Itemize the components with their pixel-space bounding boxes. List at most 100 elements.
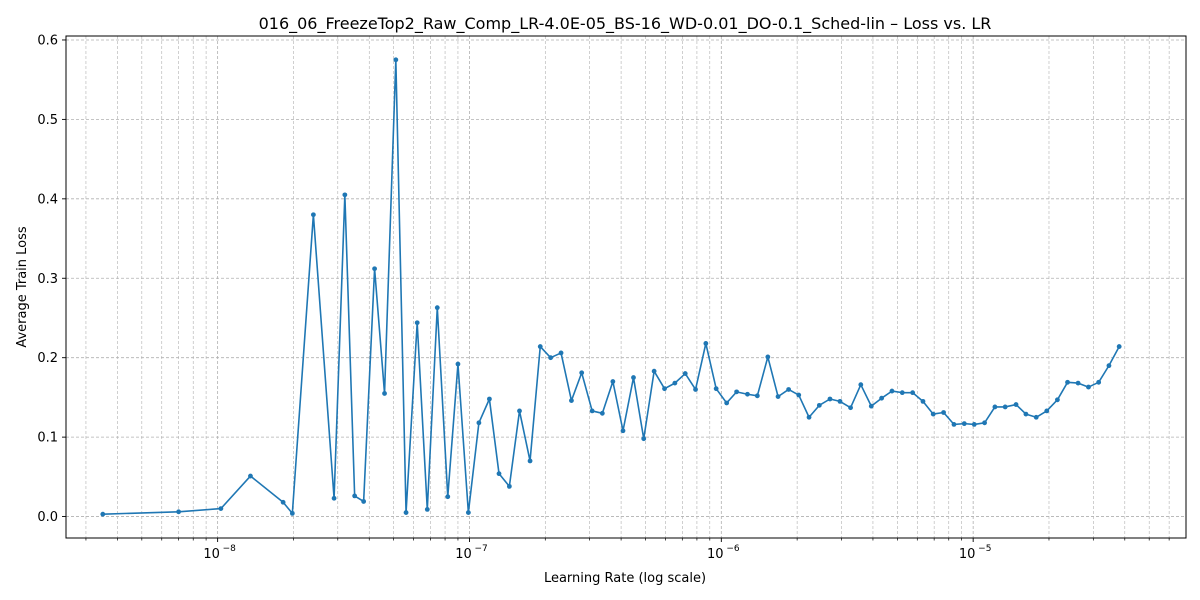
data-point <box>599 410 605 416</box>
x-tick-label: 10 <box>203 547 220 562</box>
data-point <box>558 350 564 356</box>
data-point <box>693 387 698 392</box>
series-layer <box>100 57 1122 517</box>
data-point <box>765 354 771 360</box>
data-point <box>1075 380 1081 386</box>
data-point <box>537 344 543 349</box>
data-point <box>951 422 957 427</box>
data-point <box>899 390 905 396</box>
data-point <box>382 391 387 396</box>
data-point <box>713 386 719 392</box>
data-point <box>1065 379 1070 385</box>
data-point <box>310 212 316 218</box>
data-point <box>434 305 440 311</box>
data-point <box>517 408 522 414</box>
data-point <box>548 355 554 361</box>
y-tick-label: 0.2 <box>37 351 58 366</box>
data-point <box>982 420 987 426</box>
grid <box>66 36 1186 538</box>
data-point <box>620 428 626 434</box>
data-point <box>837 398 843 404</box>
data-point <box>1033 414 1039 420</box>
data-point <box>352 493 358 499</box>
data-point <box>361 499 367 504</box>
data-point <box>920 398 926 404</box>
data-point <box>754 393 760 399</box>
data-point <box>682 371 688 376</box>
data-point <box>1096 379 1102 385</box>
data-point <box>745 391 750 397</box>
data-point <box>724 400 730 406</box>
data-point <box>1116 344 1122 349</box>
data-point <box>248 473 253 479</box>
ticks: 10 −8 10 −7 10 −6 10 −50.00.10.20.30.40.50.6 <box>37 33 1170 562</box>
data-point <box>796 392 802 398</box>
data-point <box>487 396 492 402</box>
data-point <box>868 403 874 409</box>
data-point <box>858 382 864 388</box>
data-point <box>455 361 461 367</box>
y-tick-label: 0.0 <box>37 510 58 525</box>
data-point <box>1055 397 1060 403</box>
data-point <box>662 386 667 392</box>
x-tick-label: 10 <box>959 547 976 562</box>
y-tick-label: 0.5 <box>37 113 58 128</box>
data-point <box>775 394 781 400</box>
data-point <box>816 402 822 408</box>
data-point <box>848 405 853 411</box>
data-point <box>1106 363 1112 369</box>
data-point <box>971 422 977 427</box>
data-point <box>910 390 916 396</box>
data-point <box>930 411 936 417</box>
y-tick-label: 0.6 <box>37 33 58 48</box>
data-point <box>414 320 420 326</box>
data-point <box>806 414 812 420</box>
data-point <box>672 380 678 386</box>
y-axis-label: Average Train Loss <box>15 226 30 348</box>
x-tick-label-exponent: −7 <box>474 544 487 554</box>
data-point <box>280 499 286 505</box>
data-point <box>641 436 647 442</box>
plot-frame <box>65 35 1187 539</box>
data-point <box>1002 404 1008 410</box>
data-point <box>445 494 451 500</box>
x-tick-label-exponent: −6 <box>726 544 740 554</box>
data-point <box>1044 408 1050 414</box>
data-point <box>1086 384 1091 390</box>
data-point <box>372 266 377 272</box>
data-point <box>476 420 482 426</box>
data-point <box>961 421 967 427</box>
data-point <box>879 395 885 401</box>
x-tick-label: 10 <box>707 547 724 562</box>
x-axis-label: Learning Rate (log scale) <box>544 571 706 586</box>
data-point <box>342 192 348 198</box>
data-point <box>465 510 471 515</box>
data-point <box>889 388 895 394</box>
x-tick-label-exponent: −5 <box>978 544 991 554</box>
y-tick-label: 0.3 <box>37 272 58 287</box>
chart-title: 016_06_FreezeTop2_Raw_Comp_LR-4.0E-05_BS… <box>259 14 992 34</box>
data-point <box>403 510 409 515</box>
data-point <box>506 483 512 489</box>
data-point <box>569 398 574 403</box>
data-point <box>610 379 616 384</box>
data-point <box>941 410 946 415</box>
data-point <box>579 370 585 376</box>
data-point <box>1013 402 1019 407</box>
data-point <box>176 509 182 515</box>
data-point <box>734 389 740 395</box>
y-tick-label: 0.1 <box>37 431 58 446</box>
data-point <box>703 341 709 346</box>
data-point <box>827 396 833 402</box>
data-point <box>289 510 295 516</box>
data-point <box>100 511 106 517</box>
data-point <box>631 375 636 380</box>
x-tick-label: 10 <box>455 547 472 562</box>
data-point <box>496 471 502 477</box>
data-point <box>992 404 998 410</box>
y-tick-label: 0.4 <box>37 192 58 207</box>
data-point <box>589 408 595 414</box>
